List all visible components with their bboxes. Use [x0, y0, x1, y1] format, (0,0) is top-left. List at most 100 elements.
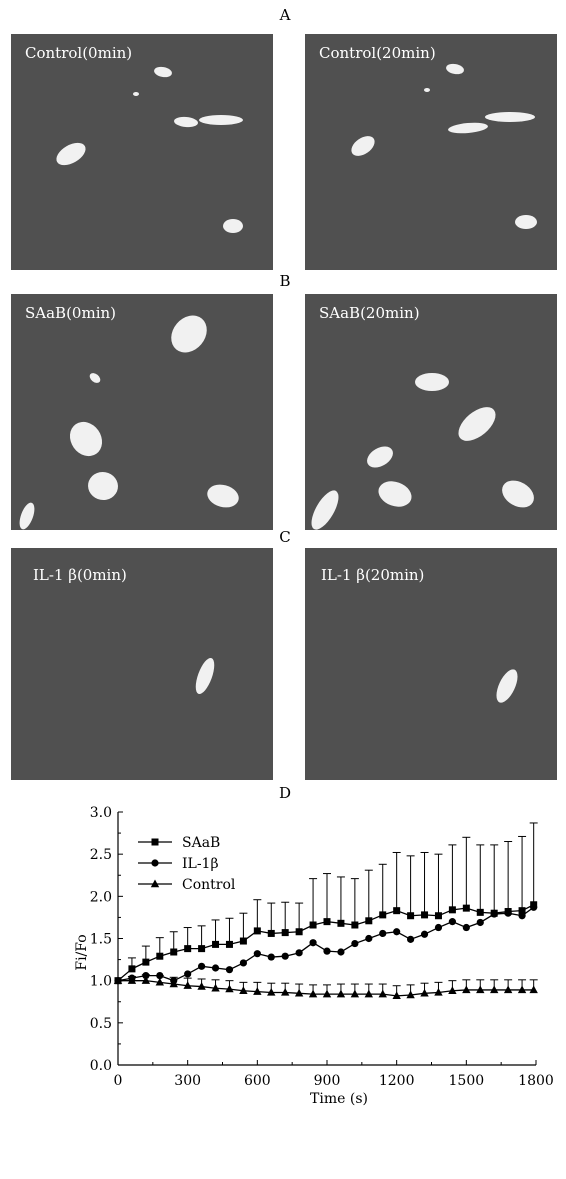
data-point [350, 989, 360, 998]
x-tick-label: 1200 [379, 1073, 415, 1089]
data-point [308, 989, 318, 998]
data-point [434, 912, 442, 920]
cell-blob [415, 373, 449, 391]
cell-blob [515, 215, 537, 229]
data-point [267, 929, 275, 937]
micrograph-saab-20min: SAaB(20min) [305, 294, 557, 530]
y-tick-label: 1.0 [90, 974, 112, 990]
micrograph-label: SAaB(20min) [319, 304, 420, 322]
fi-fo-time-chart: 0.0 0.5 1.0 1.5 2.0 2.5 3.0 0 300 600 900 1200 1500 1… [0, 805, 566, 1175]
cell-blob [56, 142, 86, 166]
data-point [476, 908, 484, 916]
data-point [393, 907, 401, 915]
data-point [364, 989, 373, 998]
data-point [351, 939, 359, 948]
data-point [379, 911, 387, 919]
data-point [365, 917, 373, 925]
cell-blob [502, 480, 534, 508]
cell-blob [485, 112, 535, 122]
data-point [517, 985, 527, 994]
data-point [281, 929, 289, 937]
data-point [407, 912, 415, 920]
data-point [530, 903, 538, 911]
data-point [337, 919, 345, 927]
data-point [281, 952, 289, 960]
data-point [490, 910, 498, 918]
micrograph-label: IL-1 β(0min) [33, 566, 127, 584]
data-point [267, 953, 275, 961]
data-point [212, 940, 220, 948]
x-tick-label: 0 [114, 1073, 123, 1089]
data-point [322, 989, 332, 998]
x-tick-label: 300 [174, 1073, 201, 1089]
data-point [518, 907, 526, 915]
micrograph-cells [19, 315, 239, 530]
data-point [169, 979, 178, 988]
y-tick-label: 1.5 [90, 932, 112, 948]
cell-blob [223, 219, 243, 233]
micrograph-label: SAaB(0min) [25, 304, 117, 322]
data-point [365, 934, 373, 943]
data-point [113, 976, 123, 984]
data-point [253, 927, 261, 935]
x-tick-label: 900 [314, 1073, 341, 1089]
data-point [267, 987, 276, 996]
cell-blob [311, 490, 339, 530]
data-point [462, 904, 470, 912]
cell-blob [378, 481, 412, 507]
data-point [281, 987, 290, 996]
data-point [476, 985, 485, 994]
cell-blob [424, 88, 430, 92]
y-axis-label: Fi/Fo [74, 934, 90, 970]
y-tick-label: 2.0 [90, 889, 112, 905]
data-point [448, 986, 457, 994]
data-point [323, 947, 331, 955]
cell-blob [367, 446, 393, 468]
data-point [198, 962, 206, 970]
data-point [476, 918, 484, 927]
data-point [392, 991, 401, 1000]
data-point [336, 989, 346, 998]
cell-blob [89, 373, 101, 383]
x-tick-label: 1800 [518, 1073, 554, 1089]
data-point [448, 906, 456, 914]
data-point [141, 976, 151, 984]
data-point [225, 984, 234, 993]
data-point [211, 964, 220, 972]
cell-blob [69, 421, 103, 457]
data-point [379, 929, 387, 938]
data-point [253, 987, 262, 995]
series-circle [114, 903, 538, 985]
legend-label: IL-1β [182, 856, 219, 872]
data-point [239, 959, 247, 967]
y-tick-label: 3.0 [90, 805, 112, 821]
cell-blob [458, 407, 496, 441]
data-point [378, 989, 387, 998]
data-point [197, 982, 206, 990]
legend-marker [151, 859, 159, 867]
data-point [142, 958, 150, 966]
cell-blob [195, 657, 215, 695]
data-point [462, 985, 471, 994]
legend: SAaB IL-1β Control [138, 835, 236, 893]
cell-blob [19, 502, 35, 530]
panel-letter-d: D [278, 784, 292, 802]
data-point [407, 935, 415, 943]
data-point [434, 987, 443, 996]
cell-blob [174, 116, 198, 128]
data-point [448, 918, 456, 926]
micrograph-label: Control(0min) [25, 44, 133, 62]
data-point [211, 983, 220, 992]
data-point [309, 939, 317, 947]
panel-letter-b: B [279, 272, 291, 290]
data-point [155, 977, 164, 986]
cell-blob [207, 484, 239, 508]
data-point [253, 950, 261, 958]
chart-svg: 0.0 0.5 1.0 1.5 2.0 2.5 3.0 0 300 600 900 1200 1500 1… [74, 805, 554, 1107]
cell-blob [496, 669, 518, 703]
x-tick-label: 600 [244, 1073, 271, 1089]
micrograph-cells [311, 373, 534, 530]
data-point [225, 966, 234, 974]
data-point [490, 985, 499, 994]
micrograph-cells [195, 657, 215, 695]
